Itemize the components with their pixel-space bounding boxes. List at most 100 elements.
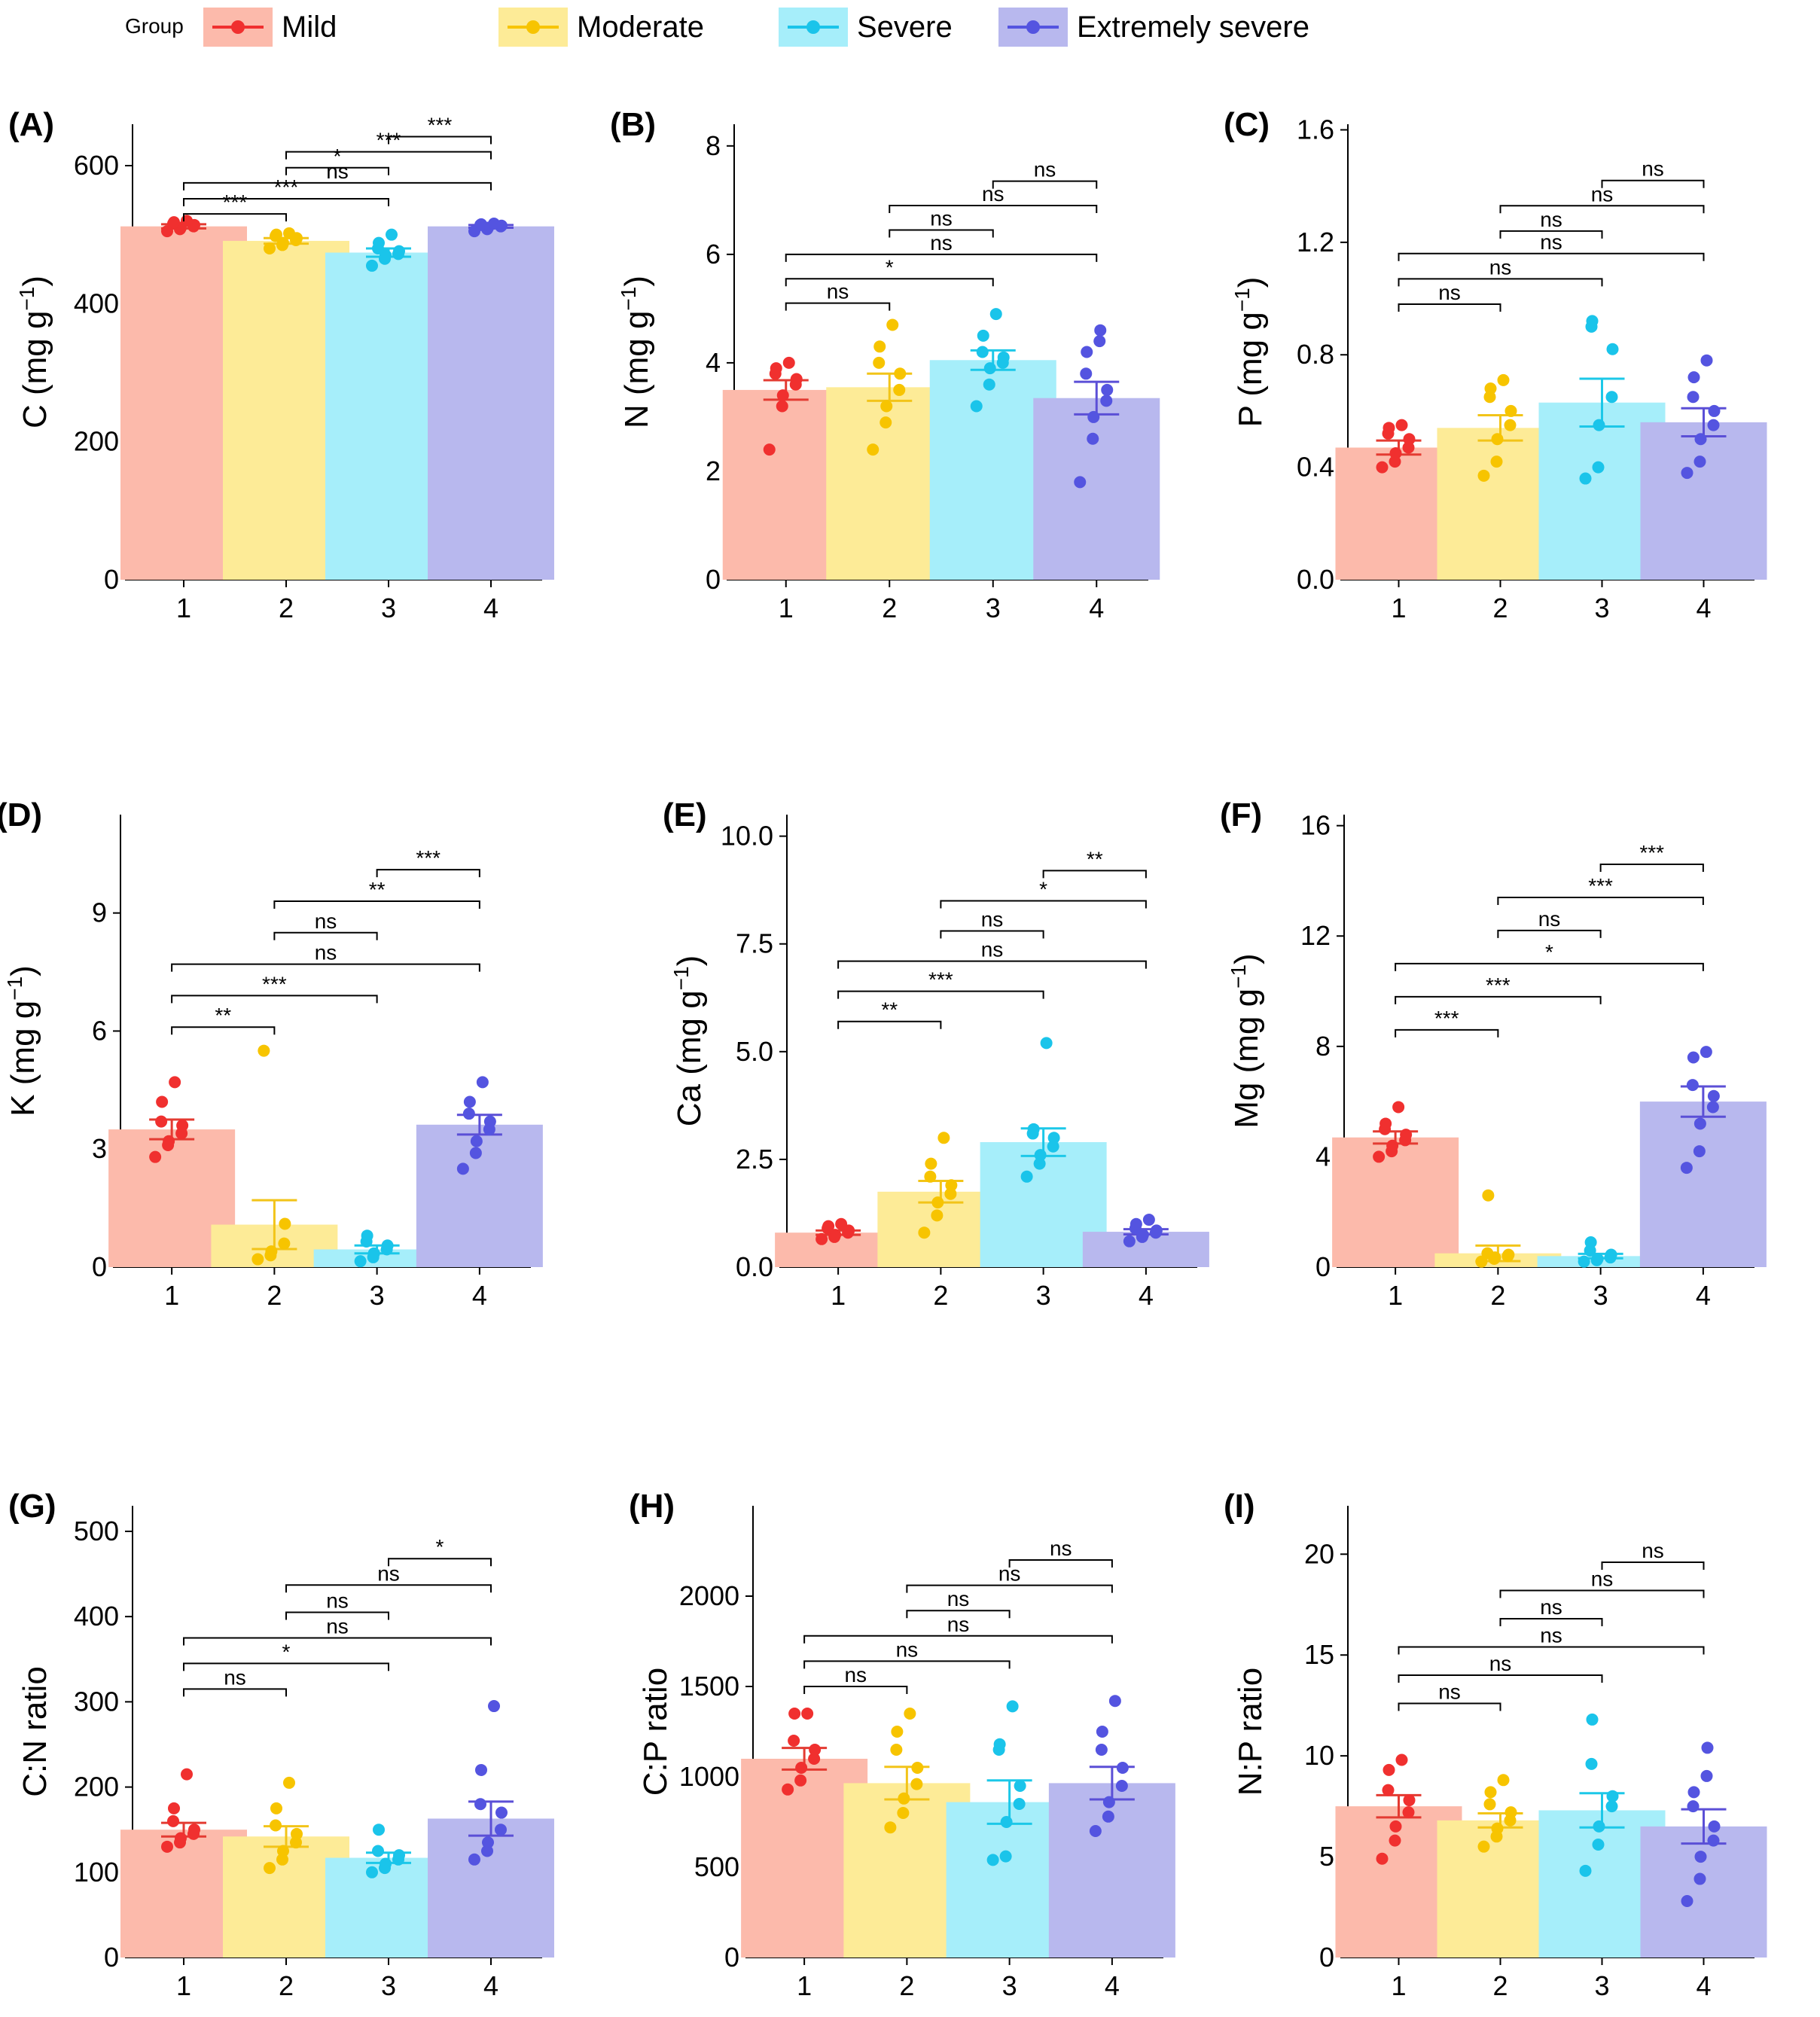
y-tick-label: 2 (706, 456, 721, 486)
data-point (475, 1763, 487, 1776)
data-point (1080, 367, 1093, 380)
data-point (1379, 1117, 1392, 1130)
data-point (1403, 1794, 1416, 1807)
data-point (476, 1076, 489, 1089)
data-point (1687, 371, 1700, 384)
chart-panel-p: (C)0.00.40.81.21.6P (mg g−1)1 2 3 4nsnsnsns… (1224, 106, 1767, 623)
y-tick-label: 10.0 (721, 821, 773, 852)
significance-label: ns (827, 280, 849, 303)
significance-label: ns (1642, 1539, 1664, 1562)
data-point (1123, 1235, 1136, 1248)
significance-bracket (837, 960, 1147, 969)
significance-label: ns (1489, 1652, 1512, 1675)
significance-label: ns (1540, 1624, 1562, 1647)
data-point (156, 1095, 169, 1108)
data-point (1129, 1217, 1142, 1230)
data-point (983, 362, 996, 375)
x-tick-label: 3 (381, 593, 396, 623)
significance-label: *** (1639, 841, 1664, 864)
x-tick-label: 3 (986, 593, 1001, 623)
legend-label-mild: Mild (282, 11, 337, 44)
x-tick-label: 2 (279, 593, 294, 623)
data-point (252, 1253, 264, 1266)
significance-label: ns (315, 941, 337, 964)
data-point (1593, 1820, 1605, 1833)
y-tick-label: 10 (1304, 1740, 1334, 1771)
x-tick-label: 3 (1036, 1280, 1051, 1311)
y-tick-label: 0 (1319, 1942, 1334, 1973)
y-axis-title: C:N ratio (17, 1666, 53, 1797)
significance-bracket (837, 1020, 942, 1029)
data-point (1606, 343, 1619, 355)
data-point (181, 215, 193, 227)
data-point (1403, 433, 1416, 446)
significance-label: ns (981, 908, 1004, 931)
data-point (1585, 1757, 1598, 1770)
legend: Group Mild Moderate Severe Extremely sev… (0, 0, 1820, 60)
y-axis-title: K (mg g−1) (3, 965, 41, 1117)
data-point (1033, 1157, 1046, 1170)
significance-label: ns (1438, 281, 1461, 304)
significance-bracket (183, 198, 389, 206)
x-tick-label: 2 (1492, 1970, 1508, 2001)
y-tick-label: 0 (724, 1942, 739, 1973)
significance-bracket (1497, 896, 1704, 905)
y-tick-label: 5 (1319, 1841, 1334, 1872)
significance-bracket (906, 1610, 1011, 1619)
data-point (393, 1849, 405, 1862)
y-tick-label: 12 (1300, 920, 1331, 951)
data-point (1693, 1872, 1706, 1885)
y-axis-title-end: ) (1228, 953, 1265, 964)
data-point (790, 373, 803, 385)
x-tick-label: 2 (279, 1970, 294, 2001)
bar (1048, 1783, 1175, 1958)
significance-bracket (785, 253, 1098, 262)
data-point (893, 383, 906, 396)
data-point (283, 1776, 295, 1789)
data-point (1400, 1129, 1413, 1141)
data-point (176, 1119, 189, 1132)
significance-label: ** (881, 998, 898, 1022)
y-tick-label: 0 (104, 1942, 119, 1973)
data-point (1116, 1762, 1129, 1774)
bar (1640, 422, 1767, 580)
data-point (1034, 1149, 1047, 1162)
data-point (381, 1239, 394, 1252)
data-point (977, 329, 989, 342)
significance-bracket (171, 995, 378, 1004)
y-tick-label: 5.0 (736, 1036, 773, 1067)
legend-key-severe (779, 8, 848, 47)
data-point (1376, 461, 1389, 474)
data-point (495, 1806, 508, 1819)
data-point (1504, 1806, 1517, 1819)
data-point (1707, 419, 1720, 431)
data-point (1687, 391, 1700, 404)
significance-bracket (285, 1584, 492, 1593)
data-point (373, 1824, 385, 1836)
data-point (918, 1226, 931, 1239)
data-point (1006, 1700, 1019, 1713)
y-tick-label: 4 (706, 347, 721, 378)
significance-label: *** (1434, 1007, 1459, 1030)
data-point (270, 228, 282, 241)
y-axis-title-main: P (mg g (1232, 312, 1269, 427)
y-axis-title-superscript: −1 (15, 287, 38, 311)
significance-label: *** (416, 846, 441, 870)
significance-label: ** (1087, 847, 1103, 870)
data-point (763, 443, 776, 456)
panel-label: (I) (1224, 1488, 1255, 1525)
data-point (283, 227, 295, 239)
significance-label: ns (1538, 907, 1561, 931)
data-point (495, 1824, 507, 1836)
significance-label: *** (1588, 874, 1613, 897)
data-point (1483, 1798, 1496, 1811)
panel-label: (F) (1220, 797, 1262, 833)
data-point (873, 356, 886, 369)
significance-label: ns (1540, 230, 1562, 254)
data-point (1095, 1744, 1108, 1756)
significance-label: ns (1050, 1537, 1072, 1560)
bar (1639, 1101, 1767, 1267)
x-tick-label: 1 (176, 1970, 191, 2001)
significance-bracket (1398, 1646, 1705, 1655)
